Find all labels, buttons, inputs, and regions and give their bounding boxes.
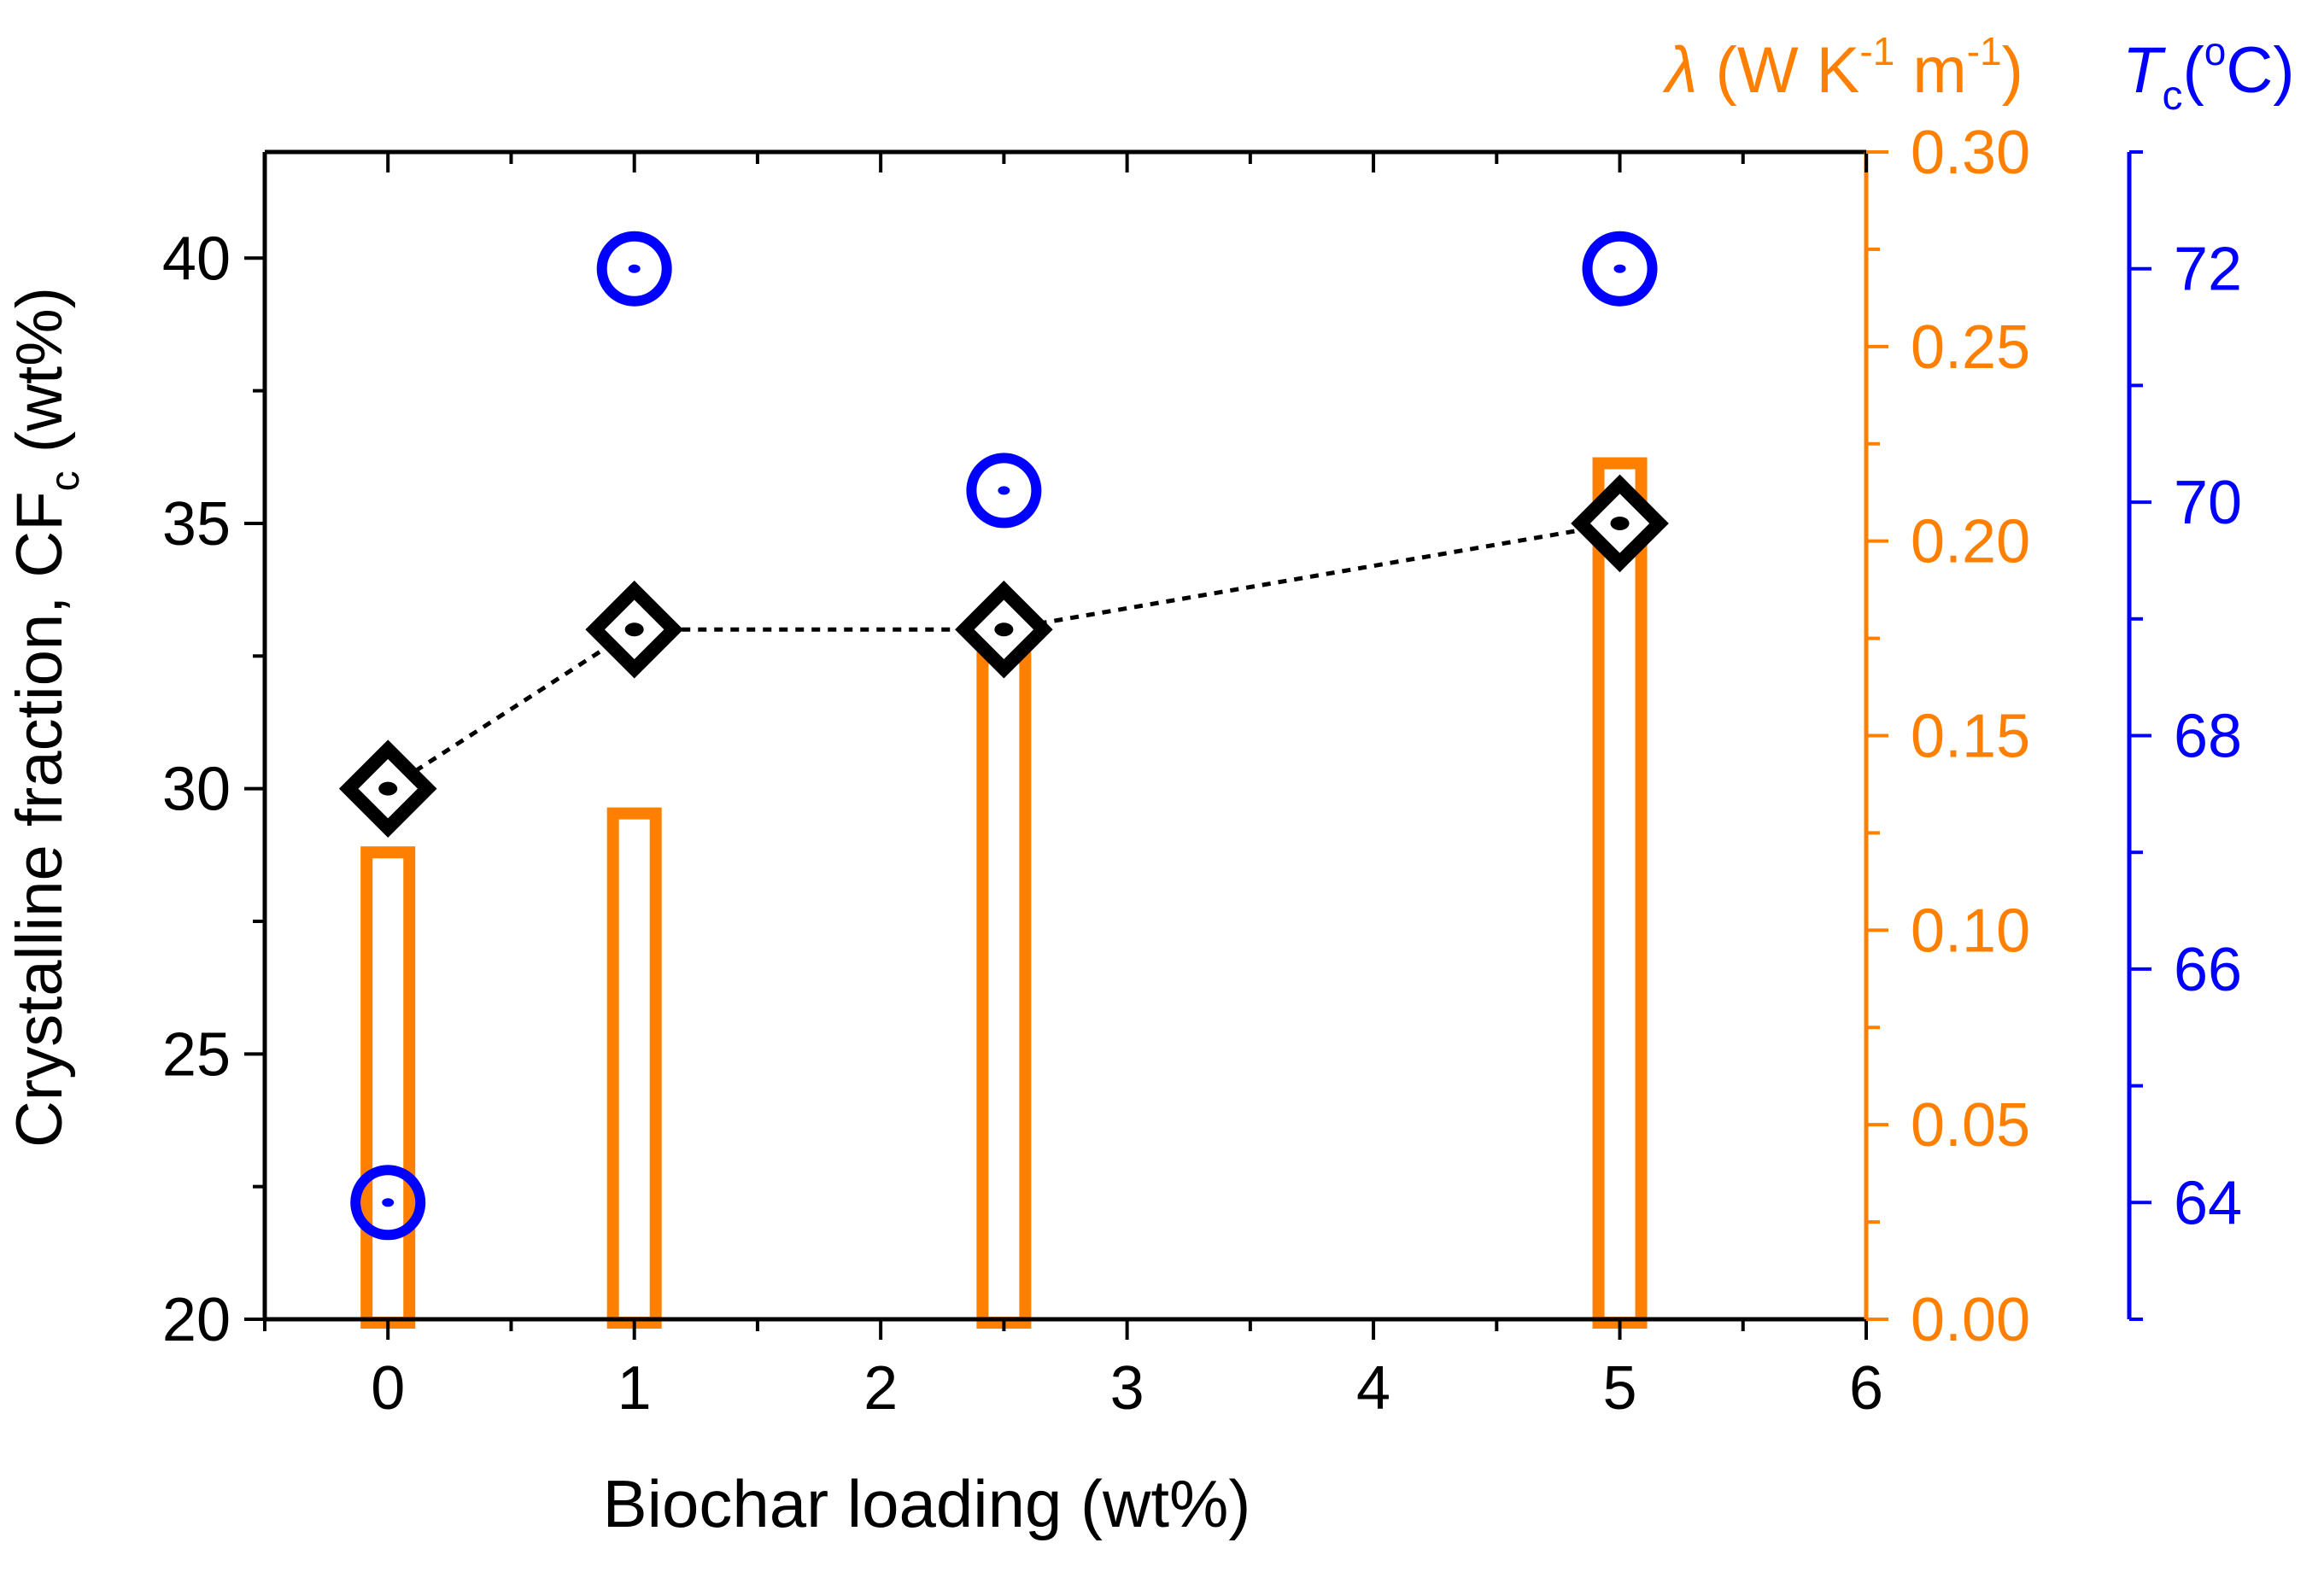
x-tick-label: 2: [863, 1354, 898, 1423]
left-tick-label: 25: [162, 1020, 231, 1089]
left-tick-label: 20: [162, 1286, 231, 1354]
tc-tick-label: 66: [2174, 936, 2242, 1004]
tc-tick-label: 64: [2174, 1169, 2242, 1237]
plot-marks: [338, 231, 1669, 1329]
left-axis-label-sub: c: [43, 470, 88, 491]
left-tick-label: 40: [162, 225, 231, 293]
tc-circle-center: [1613, 264, 1626, 273]
cf-diamond-center: [1610, 516, 1630, 530]
lambda-axis-sup-b: -1: [1967, 29, 2002, 73]
axes: 0 1 2 3 4 5 6 20 25 30 35 40 0.00 0.05 0.10 0.15 0.20 0.2…: [162, 119, 2242, 1423]
lambda-axis-sup-a: -1: [1859, 29, 1894, 73]
left-tick-label: 35: [162, 490, 231, 558]
lambda-axis-close: ): [2002, 34, 2023, 107]
tc-axis-close: C): [2226, 34, 2294, 107]
lambda-bar: [1592, 457, 1648, 1329]
tc-axis-open: (: [2182, 34, 2204, 107]
tc-circle-marker: [350, 1165, 426, 1241]
tc-circle-marker: [1582, 231, 1658, 307]
lambda-bar: [976, 652, 1032, 1329]
cf-trend-line: [386, 521, 1620, 791]
lambda-axis-unit-b: m: [1894, 34, 1966, 107]
tc-tick-label: 68: [2174, 703, 2242, 771]
cf-diamond-center: [624, 622, 644, 637]
tc-axis-symbol: T: [2122, 34, 2166, 107]
tc-circle-center: [382, 1198, 395, 1207]
lambda-bar: [360, 846, 416, 1329]
left-axis-label-tail: (wt%): [3, 287, 76, 470]
x-tick-label: 3: [1110, 1354, 1144, 1423]
lambda-tick-label: 0.15: [1911, 703, 2030, 771]
tc-axis-label: Tc(oC): [2122, 29, 2295, 119]
left-axis-label-main: Crystalline fraction, CF: [3, 491, 76, 1148]
lambda-tick-label: 0.00: [1911, 1286, 2030, 1354]
x-axis-label: Biochar loading (wt%): [603, 1466, 1251, 1541]
lambda-tick-label: 0.25: [1911, 313, 2030, 382]
x-tick-label: 0: [371, 1354, 405, 1423]
left-axis-label: Crystalline fraction, CFc (wt%): [3, 287, 88, 1148]
axis-labels: Biochar loading (wt%) Crystalline fracti…: [3, 29, 2295, 1541]
x-tick-label: 6: [1849, 1354, 1883, 1423]
tc-circle-marker: [596, 231, 672, 307]
tc-tick-label: 72: [2174, 236, 2242, 304]
lambda-axis-unit-a: (W K: [1697, 34, 1859, 107]
tc-circle-marker: [966, 453, 1042, 529]
lambda-axis-symbol: λ: [1662, 34, 1697, 107]
lambda-tick-label: 0.30: [1911, 119, 2030, 187]
x-tick-label: 5: [1603, 1354, 1637, 1423]
left-tick-label: 30: [162, 756, 231, 824]
cf-diamond-center: [378, 781, 398, 796]
tc-circle-center: [628, 264, 641, 273]
lambda-tick-label: 0.05: [1911, 1091, 2030, 1160]
lambda-tick-label: 0.20: [1911, 508, 2030, 576]
x-tick-label: 1: [618, 1354, 652, 1423]
x-tick-label: 4: [1356, 1354, 1390, 1423]
lambda-bar: [606, 807, 662, 1329]
tc-axis-sub: c: [2162, 73, 2182, 119]
tc-circle-center: [998, 486, 1010, 495]
lambda-tick-label: 0.10: [1911, 897, 2030, 965]
lambda-axis-label: λ (W K-1 m-1): [1662, 29, 2023, 107]
tc-axis-sup: o: [2204, 29, 2227, 73]
tc-tick-label: 70: [2174, 469, 2242, 537]
cf-diamond-center: [994, 622, 1014, 637]
